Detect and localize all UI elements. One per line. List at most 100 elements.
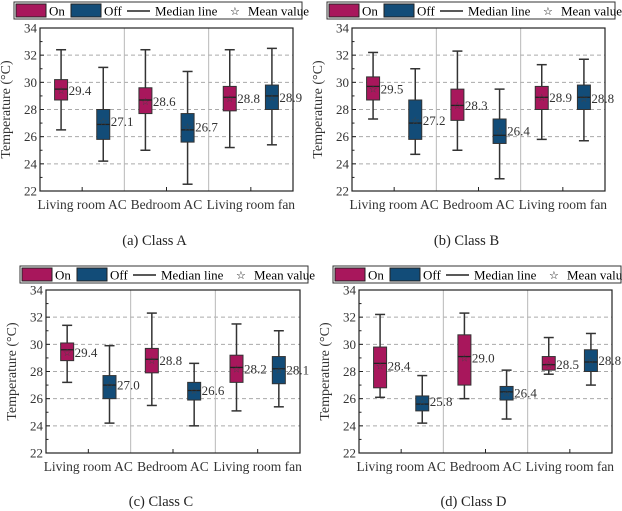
- legend-swatch-off: [70, 3, 102, 18]
- box-iqr: [138, 87, 153, 115]
- legend-label-mean: Mean value: [254, 268, 315, 283]
- box-on: ☆ 28.4: [373, 313, 411, 399]
- legend-swatch-on: [21, 267, 53, 282]
- mean-label: 29.0: [472, 350, 495, 365]
- mean-label: 28.9: [549, 90, 572, 105]
- mean-star-icon: ☆: [225, 94, 234, 105]
- mean-label: 28.3: [465, 98, 488, 113]
- mean-star-icon: ☆: [274, 366, 283, 377]
- box-iqr: [144, 347, 159, 374]
- box-off: ☆ 28.8: [576, 58, 614, 142]
- legend-swatch-off: [383, 3, 415, 18]
- y-tick-label: 26: [336, 129, 350, 144]
- y-tick-label: 28: [343, 364, 356, 379]
- y-tick-label: 32: [30, 310, 43, 325]
- legend-label-off: Off: [423, 268, 441, 283]
- mean-star-icon: ☆: [99, 117, 108, 128]
- chart-panel-b: On Off Median line ☆ Mean value 22 24 26 28 30 32 3…: [311, 1, 622, 249]
- mean-label: 25.8: [430, 394, 453, 409]
- x-tick-label: Bedroom AC: [131, 197, 203, 212]
- y-tick-label: 24: [30, 418, 44, 433]
- box-on: ☆ 28.6: [138, 48, 176, 151]
- legend-label-off: Off: [104, 4, 122, 19]
- box-iqr: [415, 395, 430, 412]
- y-tick-label: 22: [336, 184, 349, 199]
- box-off: ☆ 28.9: [264, 47, 302, 146]
- legend-label-median: Median line: [161, 268, 224, 283]
- box-iqr: [499, 385, 514, 401]
- legend-mean-star-icon: ☆: [230, 6, 240, 18]
- mean-label: 26.4: [514, 386, 537, 401]
- box-iqr: [457, 334, 472, 386]
- box-iqr: [54, 79, 69, 101]
- box-off: ☆ 26.7: [180, 70, 218, 185]
- legend-label-median: Median line: [155, 4, 218, 19]
- box-iqr: [583, 349, 598, 372]
- box-on: ☆ 28.3: [450, 50, 488, 151]
- box-iqr: [264, 84, 279, 111]
- box-iqr: [187, 381, 202, 401]
- legend-label-mean: Mean value: [561, 4, 622, 19]
- box-iqr: [102, 375, 117, 400]
- y-tick-label: 26: [343, 391, 357, 406]
- box-off: ☆ 26.6: [187, 362, 225, 427]
- y-tick-label: 30: [343, 337, 356, 352]
- mean-label: 28.8: [159, 353, 182, 368]
- box-off: ☆ 28.1: [271, 330, 309, 408]
- legend: On Off Median line ☆ Mean value: [332, 265, 622, 284]
- mean-star-icon: ☆: [502, 389, 511, 400]
- box-off: ☆ 25.8: [415, 374, 453, 424]
- y-tick-label: 22: [343, 446, 356, 461]
- legend-label-off: Off: [417, 4, 435, 19]
- panel-caption: (d) Class D: [440, 494, 506, 510]
- legend-label-median: Median line: [468, 4, 531, 19]
- mean-star-icon: ☆: [190, 386, 199, 397]
- x-tick-label: Bedroom AC: [137, 459, 209, 474]
- box-on: ☆ 28.5: [541, 336, 579, 375]
- x-tick-label: Living room fan: [207, 197, 296, 212]
- mean-label: 28.8: [598, 353, 621, 368]
- box-iqr: [180, 113, 195, 143]
- mean-star-icon: ☆: [369, 85, 378, 96]
- mean-label: 26.4: [507, 124, 530, 139]
- legend: On Off Median line ☆ Mean value: [13, 1, 309, 20]
- chart-panel-c: On Off Median line ☆ Mean value 22 24 26 28 30 32 3…: [5, 265, 315, 510]
- mean-star-icon: ☆: [63, 348, 72, 359]
- mean-star-icon: ☆: [141, 97, 150, 108]
- mean-label: 29.4: [69, 83, 92, 98]
- box-iqr: [541, 356, 556, 371]
- x-tick-label: Bedroom AC: [443, 197, 515, 212]
- panel-caption: (c) Class C: [129, 494, 193, 510]
- box-iqr: [450, 88, 465, 121]
- box-on: ☆ 29.4: [60, 324, 98, 384]
- mean-label: 28.2: [244, 361, 267, 376]
- y-tick-label: 24: [343, 418, 357, 433]
- x-tick-label: Living room AC: [357, 459, 446, 474]
- box-iqr: [408, 99, 423, 140]
- x-tick-label: Bedroom AC: [450, 459, 522, 474]
- mean-star-icon: ☆: [411, 116, 420, 127]
- mean-label: 28.5: [556, 357, 579, 372]
- legend-swatch-off: [389, 267, 421, 282]
- chart-panel-a: On Off Median line ☆ Mean value 22 24 26 28 30 32 3…: [0, 1, 309, 249]
- legend-label-off: Off: [110, 268, 128, 283]
- y-tick-label: 30: [24, 75, 37, 90]
- legend-label-mean: Mean value: [248, 4, 309, 19]
- y-tick-label: 34: [343, 283, 357, 298]
- box-off: ☆ 27.2: [408, 68, 446, 156]
- box-off: ☆ 27.1: [96, 66, 134, 162]
- legend-label-on: On: [49, 4, 65, 19]
- mean-label: 27.1: [111, 114, 134, 129]
- mean-star-icon: ☆: [544, 360, 553, 371]
- panel-caption: (a) Class A: [122, 233, 187, 249]
- mean-label: 28.9: [279, 90, 302, 105]
- box-off: ☆ 27.0: [102, 344, 140, 424]
- y-tick-label: 32: [343, 310, 356, 325]
- box-off: ☆ 26.4: [492, 88, 530, 180]
- box-iqr: [534, 85, 549, 110]
- mean-star-icon: ☆: [586, 356, 595, 367]
- legend-swatch-on: [328, 3, 360, 18]
- legend-label-mean: Mean value: [567, 268, 622, 283]
- legend-swatch-on: [334, 267, 366, 282]
